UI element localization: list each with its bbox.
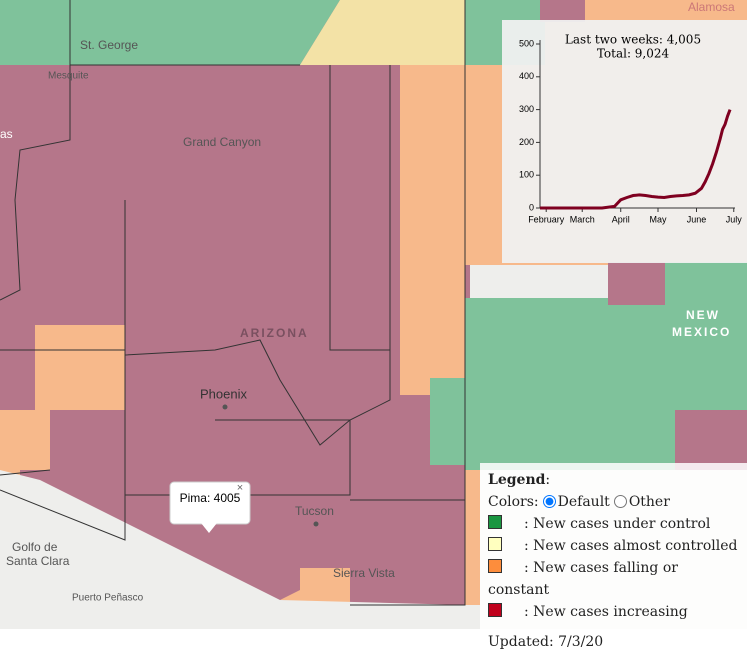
legend-items: : New cases under control : New cases alm… <box>488 513 739 623</box>
x-tick-label: March <box>570 214 595 224</box>
legend-swatch <box>488 537 502 551</box>
radio-default[interactable] <box>542 495 556 508</box>
x-tick-label: July <box>726 214 743 224</box>
legend-item: : New cases almost controlled <box>488 535 739 557</box>
legend-title: Legend <box>488 472 546 488</box>
city-dot <box>313 521 319 527</box>
region-green <box>665 262 747 300</box>
state-label: NEW <box>686 308 720 322</box>
mexico <box>0 470 465 629</box>
inset-title: Total: 9,024 <box>597 47 670 61</box>
place-label: Alamosa <box>688 0 735 14</box>
legend-swatch <box>488 515 502 529</box>
region-green <box>0 0 340 65</box>
y-tick-label: 100 <box>519 170 534 180</box>
county-borders <box>0 0 466 606</box>
region-orange <box>20 325 125 470</box>
inset-panel <box>502 20 747 263</box>
state-label: MEXICO <box>672 325 731 339</box>
map: St. George Mesquite Grand Canyon ARIZONA… <box>0 0 747 629</box>
legend-label: : New cases falling or constant <box>488 560 678 598</box>
place-label: Phoenix <box>200 386 247 401</box>
y-tick-label: 0 <box>529 202 534 212</box>
region-green <box>430 378 465 465</box>
place-label: as <box>0 127 13 141</box>
option-label: Default <box>557 494 610 510</box>
legend-item: : New cases under control <box>488 513 739 535</box>
place-label: Santa Clara <box>6 554 70 568</box>
place-label: St. George <box>80 38 138 52</box>
legend: Legend: Colors: Default Other : New cases … <box>480 463 747 650</box>
y-tick-label: 300 <box>519 104 534 114</box>
region-increasing <box>675 410 747 470</box>
trend-line <box>540 109 732 210</box>
place-label: Tucson <box>295 504 334 518</box>
place-label: Puerto Peñasco <box>72 593 144 604</box>
region-orange <box>390 65 465 395</box>
popup: Pima: 4005 × <box>169 481 251 533</box>
option-label: Other <box>628 494 670 510</box>
place-label: Sierra Vista <box>333 566 395 580</box>
legend-label: : New cases almost controlled <box>524 538 738 554</box>
legend-swatch <box>488 559 502 573</box>
inset-title: Last two weeks: 4,005 <box>565 33 701 47</box>
legend-label: : New cases increasing <box>524 604 688 620</box>
place-label: Mesquite <box>48 71 89 82</box>
region-orange <box>0 410 20 475</box>
y-tick-label: 500 <box>519 38 534 48</box>
x-tick-label: April <box>612 214 630 224</box>
y-tick-label: 400 <box>519 71 534 81</box>
y-tick-label: 200 <box>519 137 534 147</box>
region-orange <box>465 470 480 605</box>
legend-swatch <box>488 603 502 617</box>
x-tick-label: June <box>687 214 707 224</box>
region-increasing <box>608 262 665 305</box>
legend-item: : New cases falling or constant <box>488 557 739 601</box>
place-label: Grand Canyon <box>183 135 261 149</box>
state-label: ARIZONA <box>240 326 309 340</box>
popup-tip <box>201 523 217 533</box>
region-yellow <box>300 0 465 65</box>
popup-text: Pima: 4005 <box>180 491 241 505</box>
radio-other[interactable] <box>613 495 627 508</box>
popup-close[interactable]: × <box>237 482 243 494</box>
colors-label: Colors: <box>488 494 539 510</box>
city-dot <box>222 404 228 410</box>
place-label: Golfo de <box>12 540 58 554</box>
legend-label: : New cases under control <box>524 516 711 532</box>
x-tick-label: February <box>528 214 565 224</box>
region-increasing <box>540 0 585 22</box>
updated: Updated: 7/3/20 <box>488 634 604 650</box>
x-tick-label: May <box>649 214 667 224</box>
legend-item: : New cases increasing <box>488 601 739 623</box>
region-orange <box>280 568 350 605</box>
